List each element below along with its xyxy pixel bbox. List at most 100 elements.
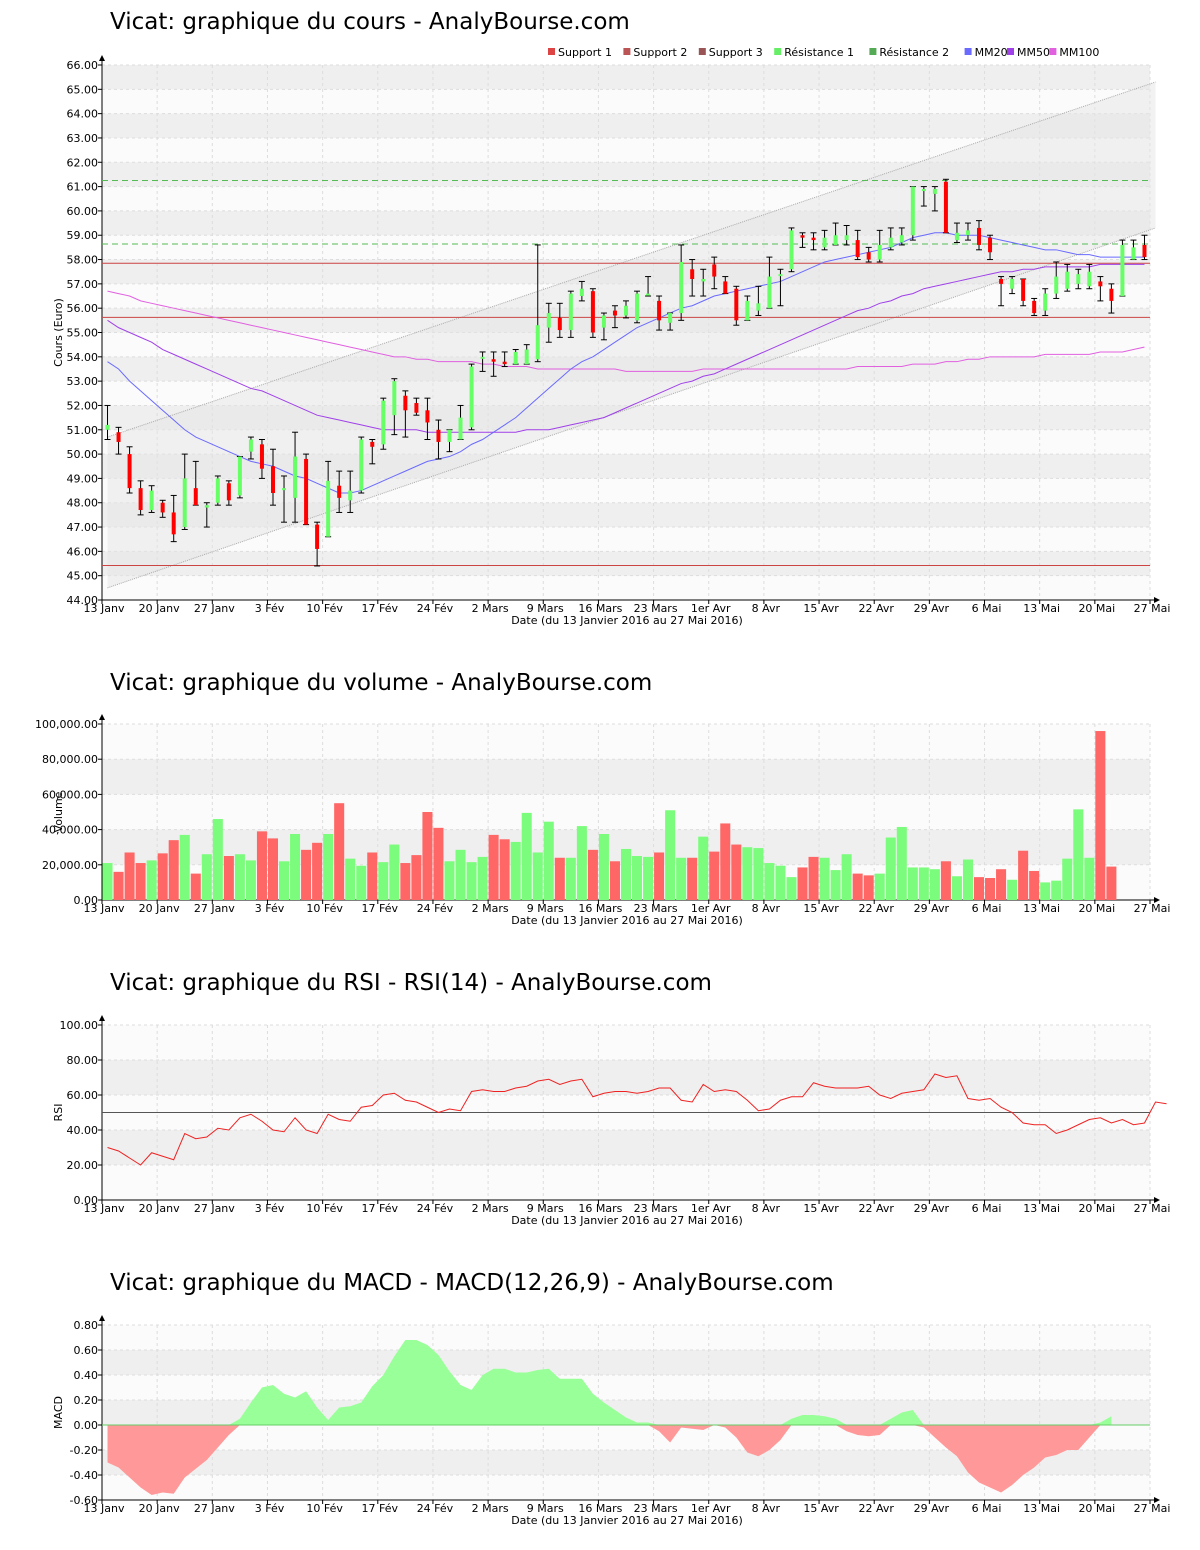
candle xyxy=(545,302,552,343)
candle xyxy=(303,453,310,526)
x-tick-label: 20 Mai xyxy=(1078,602,1115,615)
volume-bar xyxy=(863,875,874,900)
volume-bar xyxy=(643,856,654,900)
candle-body xyxy=(965,230,970,236)
x-tick-label: 2 Mars xyxy=(472,902,509,915)
volume-bar xyxy=(1073,809,1084,900)
candle xyxy=(380,397,387,450)
y-tick-label: 64.00 xyxy=(67,108,99,121)
x-tick-label: 9 Mars xyxy=(527,902,564,915)
candle xyxy=(203,502,210,528)
volume-bar xyxy=(201,854,212,900)
candle-body xyxy=(1120,244,1125,297)
volume-bar xyxy=(223,856,234,900)
y-axis-arrow xyxy=(99,1315,105,1321)
legend-item: Support 1 xyxy=(548,46,612,59)
candle xyxy=(159,499,166,518)
volume-bar xyxy=(455,849,466,900)
grid-band xyxy=(102,551,1150,576)
candle xyxy=(600,312,607,341)
x-tick-label: 6 Mai xyxy=(972,902,1002,915)
legend-swatch xyxy=(548,48,555,55)
volume-bar xyxy=(267,838,279,900)
candle xyxy=(1064,263,1071,292)
x-tick-label: 23 Mars xyxy=(634,1502,678,1515)
candle-body xyxy=(954,232,959,241)
x-tick-label: 3 Fév xyxy=(255,1502,285,1515)
volume-bar xyxy=(973,877,985,900)
x-tick-label: 6 Mai xyxy=(972,602,1002,615)
candle xyxy=(589,288,596,338)
candle-body xyxy=(1098,281,1103,287)
y-tick-label: 61.00 xyxy=(67,181,99,194)
x-tick-label: 17 Fév xyxy=(362,1502,399,1515)
candle-body xyxy=(293,456,298,498)
candle xyxy=(457,404,464,440)
volume-bar xyxy=(874,873,885,900)
volume-bar xyxy=(996,869,1007,900)
legend-label: Support 3 xyxy=(709,46,763,59)
x-tick-label: 13 Mai xyxy=(1023,1502,1060,1515)
candle xyxy=(170,494,177,543)
volume-chart: 0.00 20,000.00 40,000.00 60,000.00 80,000.00… xyxy=(35,714,1170,927)
volume-bar xyxy=(179,834,190,900)
volume-bar xyxy=(422,812,433,900)
candle-body xyxy=(116,432,121,442)
x-tick-label: 3 Fév xyxy=(255,902,285,915)
legend-item: Résistance 1 xyxy=(774,46,854,59)
x-tick-label: 9 Mars xyxy=(527,1502,564,1515)
volume-bar xyxy=(411,855,422,900)
x-tick-label: 17 Fév xyxy=(362,1202,399,1215)
candle-body xyxy=(999,279,1004,284)
candle-body xyxy=(436,429,441,442)
volume-bar xyxy=(323,834,334,900)
y-axis-label: Volume xyxy=(52,791,65,832)
candle-body xyxy=(1021,279,1026,301)
legend-swatch xyxy=(1049,48,1057,55)
candle xyxy=(722,276,729,295)
candle xyxy=(678,244,685,321)
grid-band xyxy=(102,65,1150,90)
candle xyxy=(556,302,563,338)
volume-bar xyxy=(356,865,367,900)
candle xyxy=(126,446,133,494)
candle-body xyxy=(756,303,761,311)
volume-bar xyxy=(764,863,775,900)
volume-bar xyxy=(444,861,455,900)
y-tick-label: -0.40 xyxy=(70,1469,98,1482)
candle-body xyxy=(469,366,474,428)
candle-body xyxy=(844,235,849,241)
candle xyxy=(347,470,354,513)
candle xyxy=(214,475,221,506)
candle-body xyxy=(160,502,165,513)
candle xyxy=(192,460,199,506)
candle xyxy=(534,244,541,363)
candle xyxy=(788,227,795,273)
y-tick-label: 0.80 xyxy=(74,1319,99,1332)
x-tick-label: 22 Avr xyxy=(859,902,895,915)
volume-bar xyxy=(510,841,521,900)
volume-bar xyxy=(1029,870,1040,900)
candle-body xyxy=(1010,279,1015,289)
candle-body xyxy=(932,189,937,194)
candle-body xyxy=(414,403,419,413)
volume-bar xyxy=(499,839,510,900)
grid-band xyxy=(102,113,1150,138)
candle-body xyxy=(943,181,948,233)
x-tick-label: 24 Fév xyxy=(417,1502,454,1515)
legend-swatch xyxy=(774,48,782,55)
candle-body xyxy=(579,288,584,297)
rsi-line xyxy=(107,1073,1167,1166)
volume-bar xyxy=(830,870,841,900)
candle-body xyxy=(359,439,364,491)
candle xyxy=(369,439,376,465)
y-tick-label: 60.00 xyxy=(67,1089,99,1102)
y-tick-label: 0.60 xyxy=(74,1344,99,1357)
candle xyxy=(1119,239,1126,297)
volume-bar xyxy=(654,852,665,900)
x-tick-label: 24 Fév xyxy=(417,1202,454,1215)
candle xyxy=(358,436,365,494)
volume-bar xyxy=(565,857,576,900)
x-tick-label: 15 Avr xyxy=(803,1502,839,1515)
candle-body xyxy=(304,458,309,525)
